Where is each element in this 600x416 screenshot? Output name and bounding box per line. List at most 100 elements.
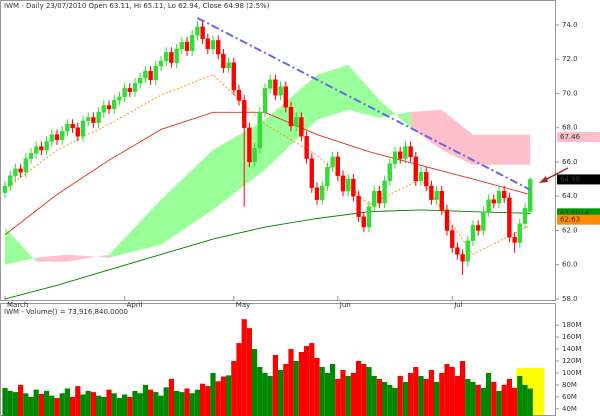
candle-body: [314, 187, 320, 200]
volume-bar: [75, 386, 81, 416]
candle-body: [418, 172, 424, 182]
candle-body: [507, 197, 512, 238]
candle-body: [122, 88, 127, 98]
volume-bar: [101, 396, 107, 416]
volume-bar: [246, 328, 252, 416]
volume-bar: [361, 363, 367, 416]
volume-bar: [470, 381, 476, 416]
volume-bar: [44, 390, 50, 416]
volume-bar: [137, 393, 143, 416]
candle-body: [387, 163, 392, 182]
x-tick-label: March: [7, 301, 28, 309]
candle-body: [325, 166, 330, 187]
candle-body: [294, 117, 299, 127]
candle-body: [392, 151, 398, 164]
candle-body: [189, 35, 195, 51]
volume-bar: [434, 381, 440, 416]
candle-body: [320, 185, 325, 200]
candle-body: [39, 146, 44, 151]
candle-body: [476, 225, 481, 231]
volume-bar: [408, 372, 414, 416]
volume-bar: [38, 393, 44, 416]
volume-bar: [293, 360, 299, 416]
candle-body: [444, 209, 450, 231]
price-label-box: [557, 214, 600, 225]
volume-bar: [122, 394, 128, 416]
candle-body: [366, 206, 372, 228]
volume-bar: [205, 386, 211, 416]
candle-body: [101, 105, 107, 113]
candle-body: [179, 41, 185, 50]
volume-bar: [335, 378, 341, 416]
volume-bar: [262, 372, 268, 416]
candle-body: [517, 223, 522, 243]
candle-body: [361, 216, 366, 228]
moving-average: [4, 209, 531, 300]
candle-body: [200, 26, 205, 39]
candle-body: [28, 153, 34, 159]
candle-body: [236, 89, 242, 101]
volume-bar: [491, 381, 497, 416]
volume-bar: [506, 378, 512, 416]
y-tick-label: 60.0: [562, 261, 578, 269]
volume-bar: [163, 387, 169, 416]
volume-bar: [184, 388, 190, 416]
volume-bar: [127, 396, 133, 416]
candle-body: [210, 40, 216, 50]
candle-body: [262, 88, 268, 113]
candle-body: [143, 71, 148, 79]
arrow: [539, 167, 569, 183]
volume-bar: [475, 384, 481, 416]
candle-body: [413, 156, 418, 182]
volume-bar: [2, 387, 8, 416]
candle-body: [247, 127, 252, 163]
volume-bar: [106, 389, 112, 416]
cloud: [161, 149, 213, 245]
y-tick-label: 140M: [562, 345, 581, 353]
volume-bar: [116, 398, 122, 416]
volume-bar: [366, 366, 372, 416]
candle-body: [351, 178, 356, 197]
x-tick-label: May: [236, 301, 250, 309]
y-tick-label: 80M: [562, 381, 577, 389]
volume-bar: [85, 390, 91, 416]
x-tick-label: April: [127, 301, 143, 309]
candle-body: [65, 124, 70, 132]
volume-bar: [153, 392, 159, 416]
volume-bar: [90, 392, 96, 416]
price-panel: 58.0 60.0 62.0 64.0 66.0 68.0 70.0 72.0 74.0 Marc…: [2, 17, 600, 309]
cloud: [441, 109, 473, 165]
volume-bar: [496, 390, 502, 416]
candle-body: [174, 48, 179, 63]
volume-bar: [392, 387, 398, 416]
y-tick-label: 58.0: [562, 295, 578, 303]
volume-bar: [330, 363, 336, 416]
chart-title: IWM - Daily 23/07/2010 Open 63.11, Hi 65…: [4, 2, 270, 10]
candle-body: [158, 60, 164, 67]
volume-bar: [18, 384, 24, 416]
volume-bar: [428, 369, 434, 416]
candle-body: [111, 100, 117, 110]
volume-bar: [236, 343, 242, 416]
candle-body: [195, 26, 200, 36]
volume-bar: [278, 369, 284, 416]
volume-bar: [501, 384, 507, 416]
candle-body: [148, 71, 153, 80]
candle-body: [309, 158, 314, 188]
candle-body: [330, 156, 335, 168]
candle-body: [221, 53, 226, 69]
volume-bar: [309, 343, 315, 416]
candle-body: [60, 130, 65, 140]
volume-bar: [148, 389, 154, 416]
volume-bar: [356, 360, 362, 416]
cloud: [410, 109, 442, 150]
candle-body: [528, 179, 533, 212]
candle-body: [34, 146, 39, 154]
volume-bar: [454, 375, 460, 416]
candle-body: [127, 88, 133, 92]
volume-bar: [132, 390, 138, 416]
volume-bar: [158, 395, 164, 416]
volume-bar: [460, 360, 466, 416]
volume-bar: [397, 375, 403, 416]
